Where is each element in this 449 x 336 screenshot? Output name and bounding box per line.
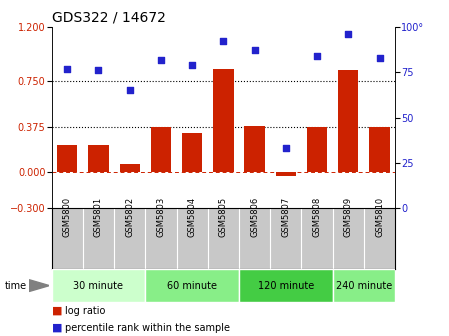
Text: 120 minute: 120 minute [258,281,314,291]
Text: GSM5808: GSM5808 [313,197,321,237]
Point [376,55,383,60]
Bar [338,71,358,172]
Bar [151,127,171,172]
Text: 30 minute: 30 minute [74,281,123,291]
Bar [88,145,109,172]
Text: GSM5803: GSM5803 [156,197,165,237]
Text: ■: ■ [52,306,62,316]
Text: GSM5807: GSM5807 [282,197,291,237]
Text: GSM5810: GSM5810 [375,197,384,237]
Point [189,62,196,68]
Text: GSM5804: GSM5804 [188,197,197,237]
Point [64,66,71,71]
Bar [333,269,395,302]
Bar [276,172,296,176]
Text: percentile rank within the sample: percentile rank within the sample [65,323,230,333]
Bar [370,127,390,172]
Text: time: time [4,281,26,291]
Point [282,146,290,151]
Text: 60 minute: 60 minute [167,281,217,291]
Point [95,68,102,73]
Text: GSM5809: GSM5809 [344,197,353,237]
Text: GSM5805: GSM5805 [219,197,228,237]
Text: GSM5801: GSM5801 [94,197,103,237]
Bar [52,269,145,302]
Point [220,39,227,44]
Bar [182,133,202,172]
Bar [145,269,239,302]
Text: ■: ■ [52,323,62,333]
Bar [244,126,265,172]
Text: 240 minute: 240 minute [336,281,392,291]
Bar [119,164,140,172]
Text: log ratio: log ratio [65,306,106,316]
Text: GSM5806: GSM5806 [250,197,259,237]
Point [126,88,133,93]
Point [345,32,352,37]
Polygon shape [29,280,49,292]
Point [251,48,258,53]
Bar [307,127,327,172]
Point [313,53,321,58]
Bar [57,145,77,172]
Point [157,57,164,62]
Bar [213,69,233,172]
Text: GSM5800: GSM5800 [63,197,72,237]
Text: GSM5802: GSM5802 [125,197,134,237]
Text: GDS322 / 14672: GDS322 / 14672 [52,10,166,24]
Bar [239,269,333,302]
